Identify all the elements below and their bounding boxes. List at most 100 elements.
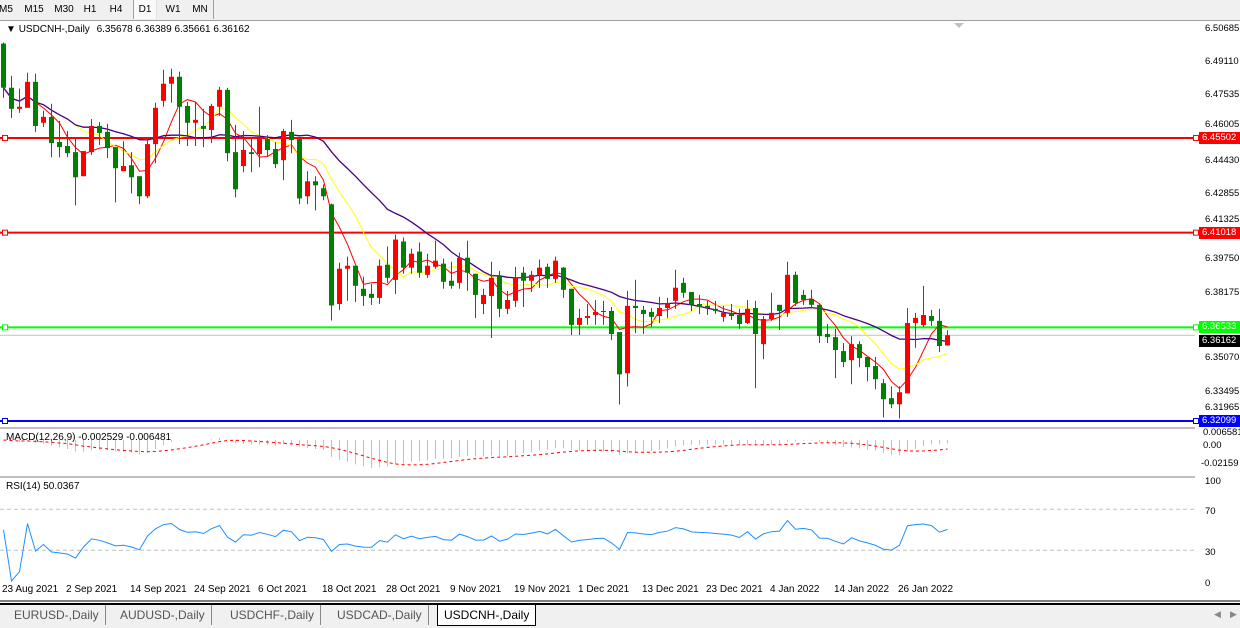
price-axis-tick: 6.50685 [1205,22,1240,34]
candle-body [809,298,814,305]
scroll-right-icon[interactable]: ▶ [1230,609,1237,619]
moving-average-line [3,87,948,390]
candle-body [177,76,182,107]
candle-body [169,76,174,84]
rsi-label: RSI(14) 50.0367 [6,481,80,492]
candle-body [329,204,334,306]
candle-body [617,332,622,375]
candle-body [369,293,374,298]
candle-body [665,302,670,308]
scroll-left-icon[interactable]: ◀ [1214,609,1221,619]
timeframe-button-m5[interactable]: M5 [0,4,13,15]
candle-body [289,131,294,141]
candle-body [553,260,558,279]
candle-body [841,351,846,363]
candle-body [537,267,542,275]
chart-canvas[interactable] [0,0,1240,602]
macd-label: MACD(12,26,9) -0.002529 -0.006481 [6,432,172,443]
candle-body [857,344,862,359]
candle-body [913,317,918,323]
candle-body [561,267,566,290]
candle-body [249,152,254,155]
collapse-triangle-icon[interactable]: ▼ [6,24,16,35]
candle-body [393,239,398,280]
date-axis-tick: 4 Jan 2022 [770,584,820,595]
candle-body [297,139,302,199]
candle-body [753,307,758,334]
date-axis-tick: 9 Nov 2021 [450,584,502,595]
legend-ohlc: 6.35678 6.36389 6.35661 6.36162 [96,24,250,35]
timeframe-button-w1[interactable]: W1 [165,4,181,15]
candle-body [769,312,774,319]
candle-body [265,139,270,151]
candle-body [641,309,646,314]
candle-body [633,305,638,308]
candle-body [89,125,94,153]
timeframe-button-h4[interactable]: H4 [109,4,123,15]
candle-body [481,294,486,304]
moving-average-line [3,87,948,370]
candle-body [457,257,462,283]
timeframe-button-m30[interactable]: M30 [54,4,74,15]
price-axis-tick: 6.38175 [1205,286,1240,298]
candle-body [1,43,6,88]
chart-legend: ▼ USDCNH-,Daily 6.35678 6.36389 6.35661 … [6,24,250,35]
candle-body [361,288,366,296]
line-handle-left [2,134,8,141]
date-axis-tick: 26 Jan 2022 [898,584,954,595]
candle-body [473,273,478,295]
candle-body [785,274,790,313]
candle-body [833,337,838,351]
date-axis-tick: 19 Nov 2021 [514,584,571,595]
line-handle-left [2,324,8,331]
candle-body [921,314,926,326]
candle-body [529,274,534,281]
date-axis-tick: 24 Sep 2021 [194,584,251,595]
tab-audusd[interactable]: AUDUSD-,Daily [114,605,212,625]
candle-body [449,280,454,286]
rsi-axis-tick: 100 [1205,475,1221,487]
candle-body [745,308,750,323]
timeframe-button-m15[interactable]: M15 [24,4,44,15]
candle-body [145,144,150,197]
price-axis-tick: 6.49110 [1205,55,1239,67]
candle-body [41,116,46,123]
tab-eurusd[interactable]: EURUSD-,Daily [8,605,106,625]
line-handle-left [2,417,8,424]
candle-body [153,107,158,145]
timeframe-button-h1[interactable]: H1 [83,4,97,15]
candle-body [609,310,614,334]
candle-body [433,260,438,267]
candle-body [105,131,110,149]
date-axis-tick: 1 Dec 2021 [578,584,630,595]
candle-body [945,335,950,346]
candle-body [137,176,142,197]
price-axis-tick: 6.31965 [1205,401,1240,413]
candle-body [585,316,590,318]
date-axis-tick: 23 Dec 2021 [706,584,763,595]
candle-body [689,291,694,305]
timeframe-button-mn[interactable]: MN [192,4,208,15]
candle-body [57,142,62,148]
timeframe-button-d1[interactable]: D1 [133,0,157,19]
candle-body [353,265,358,286]
candle-body [49,116,54,144]
candle-body [417,251,422,273]
legend-symbol: USDCNH-,Daily [18,24,90,35]
candle-body [321,188,326,197]
candle-body [377,265,382,298]
candle-body [777,304,782,311]
tab-usdchf[interactable]: USDCHF-,Daily [224,605,321,625]
candle-body [801,294,806,300]
rsi-axis-tick: 0 [1205,578,1211,589]
line-handle-right [1193,324,1199,331]
candle-body [697,303,702,307]
candle-body [121,166,126,172]
candle-body [9,87,14,109]
candle-body [273,148,278,165]
tab-usdcad[interactable]: USDCAD-,Daily [331,605,429,625]
candle-body [337,268,342,304]
chart-shift-marker-icon[interactable] [954,23,964,28]
date-axis-tick: 13 Dec 2021 [642,584,699,595]
tab-usdcnh[interactable]: USDCNH-,Daily [437,605,537,626]
